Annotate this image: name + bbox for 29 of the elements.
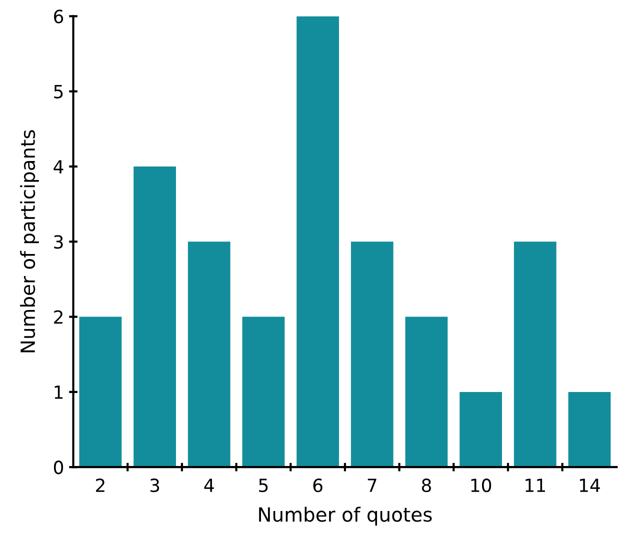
x-tick-label: 10 [471, 478, 492, 492]
y-axis-title: Number of participants [20, 130, 39, 352]
x-tick-label: 7 [368, 478, 376, 492]
bar [350, 242, 394, 468]
bar [134, 166, 176, 468]
y-tick-label: 6 [54, 10, 64, 24]
x-tick-label: 8 [422, 478, 431, 492]
bar [514, 242, 556, 468]
x-tick-label: 4 [204, 478, 214, 492]
bar [405, 316, 448, 468]
y-tick-label: 0 [54, 460, 64, 474]
x-tick-label: 2 [96, 478, 104, 492]
y-tick-label: 2 [54, 310, 62, 324]
bar [79, 316, 122, 468]
x-tick-label: 5 [259, 478, 268, 492]
x-axis-title: Number of quotes [259, 506, 432, 526]
bar [242, 316, 285, 468]
y-tick-label: 4 [54, 160, 64, 174]
y-tick-label: 5 [54, 85, 63, 98]
x-tick-label: 14 [580, 478, 600, 492]
x-tick-label: 3 [150, 478, 160, 492]
x-tick-label: 11 [526, 478, 545, 492]
bar [460, 392, 502, 468]
x-tick-label: 6 [313, 478, 322, 492]
bar [296, 16, 339, 468]
bar [568, 392, 611, 468]
bar [188, 242, 230, 468]
y-tick-label: 1 [54, 386, 63, 399]
y-tick-label: 3 [54, 235, 63, 249]
